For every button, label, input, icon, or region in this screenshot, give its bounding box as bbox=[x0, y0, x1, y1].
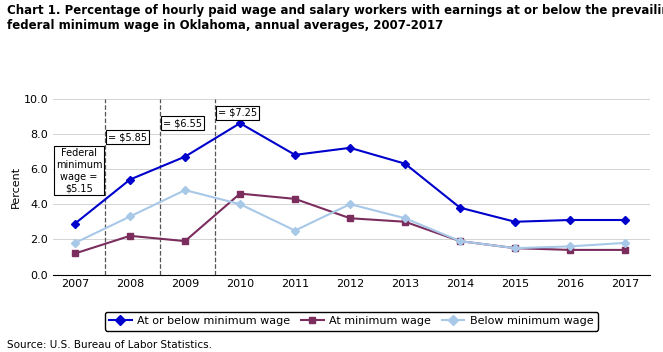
At minimum wage bbox=[511, 246, 519, 250]
At or below minimum wage bbox=[456, 206, 464, 210]
At or below minimum wage bbox=[621, 218, 629, 222]
At or below minimum wage bbox=[401, 162, 409, 166]
Below minimum wage bbox=[566, 244, 574, 249]
Below minimum wage bbox=[401, 216, 409, 220]
Text: = $5.85: = $5.85 bbox=[108, 132, 147, 142]
Text: Federal
minimum
wage =
$5.15: Federal minimum wage = $5.15 bbox=[56, 148, 102, 193]
Below minimum wage bbox=[126, 214, 134, 219]
Line: At or below minimum wage: At or below minimum wage bbox=[72, 120, 628, 226]
At or below minimum wage bbox=[511, 220, 519, 224]
At minimum wage bbox=[456, 239, 464, 243]
Below minimum wage bbox=[236, 202, 244, 206]
At or below minimum wage bbox=[126, 177, 134, 182]
At minimum wage bbox=[401, 220, 409, 224]
Text: = $6.55: = $6.55 bbox=[163, 118, 202, 128]
At or below minimum wage bbox=[346, 146, 354, 150]
Below minimum wage bbox=[181, 188, 189, 192]
At or below minimum wage bbox=[291, 153, 299, 157]
At minimum wage bbox=[566, 248, 574, 252]
At minimum wage bbox=[621, 248, 629, 252]
Line: Below minimum wage: Below minimum wage bbox=[72, 187, 628, 251]
At minimum wage bbox=[236, 191, 244, 196]
Below minimum wage bbox=[511, 246, 519, 250]
At minimum wage bbox=[181, 239, 189, 243]
At or below minimum wage bbox=[181, 155, 189, 159]
Text: = $7.25: = $7.25 bbox=[218, 108, 257, 118]
Text: Source: U.S. Bureau of Labor Statistics.: Source: U.S. Bureau of Labor Statistics. bbox=[7, 340, 211, 350]
At minimum wage bbox=[291, 197, 299, 201]
Line: At minimum wage: At minimum wage bbox=[72, 191, 628, 256]
At minimum wage bbox=[126, 234, 134, 238]
Legend: At or below minimum wage, At minimum wage, Below minimum wage: At or below minimum wage, At minimum wag… bbox=[105, 312, 598, 331]
Text: Chart 1. Percentage of hourly paid wage and salary workers with earnings at or b: Chart 1. Percentage of hourly paid wage … bbox=[7, 4, 663, 32]
Below minimum wage bbox=[456, 239, 464, 243]
Y-axis label: Percent: Percent bbox=[11, 165, 21, 208]
At minimum wage bbox=[71, 251, 79, 256]
Below minimum wage bbox=[71, 241, 79, 245]
At minimum wage bbox=[346, 216, 354, 220]
At or below minimum wage bbox=[566, 218, 574, 222]
Below minimum wage bbox=[291, 228, 299, 233]
At or below minimum wage bbox=[236, 121, 244, 125]
Below minimum wage bbox=[621, 241, 629, 245]
At or below minimum wage bbox=[71, 221, 79, 226]
Below minimum wage bbox=[346, 202, 354, 206]
